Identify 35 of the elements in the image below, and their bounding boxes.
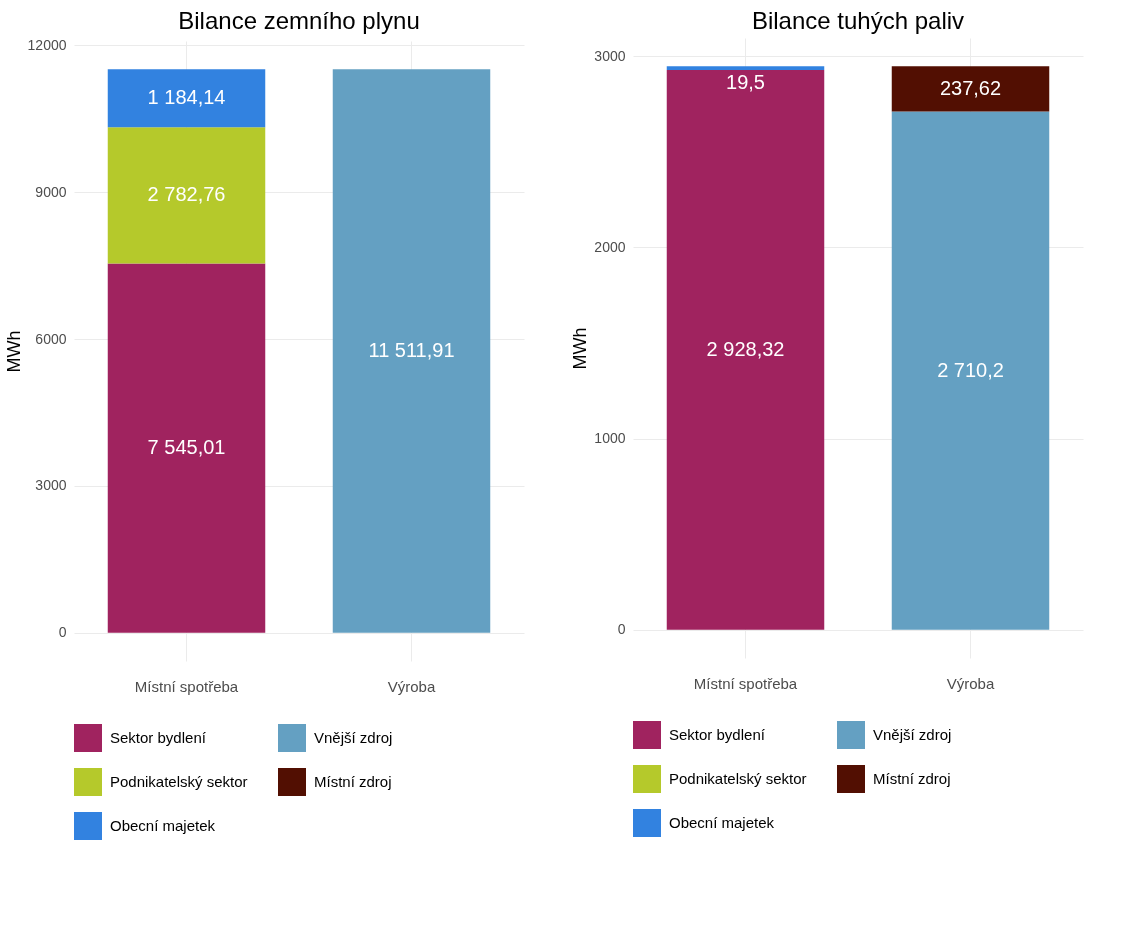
x-tick-label: Výroba <box>946 674 995 692</box>
y-tick-label: 3000 <box>35 477 67 494</box>
y-tick-label: 9000 <box>35 183 67 200</box>
y-tick-label: 0 <box>58 624 67 641</box>
data-label: 2 782,76 <box>147 183 226 206</box>
chart-title: Bilance tuhých paliv <box>751 7 965 34</box>
legend-label: Místní zdroj <box>314 773 392 790</box>
data-label: 2 928,32 <box>706 337 785 360</box>
legend-label: Podnikatelský sektor <box>110 773 248 790</box>
x-tick-label: Místní spotřeba <box>693 674 798 692</box>
y-axis-title: MWh <box>570 327 591 370</box>
y-tick-label: 6000 <box>35 330 67 347</box>
x-tick-label: Místní spotřeba <box>134 677 239 695</box>
y-tick-label: 2000 <box>594 238 626 255</box>
legend-label: Sektor bydlení <box>669 726 766 743</box>
chart-title: Bilance zemního plynu <box>178 7 420 35</box>
data-label: 11 511,91 <box>368 339 455 361</box>
data-label: 19,5 <box>726 70 765 93</box>
data-label: 2 710,2 <box>937 358 1004 381</box>
data-label: 237,62 <box>939 76 1002 99</box>
x-tick-label: Výroba <box>387 677 436 695</box>
legend-label: Sektor bydlení <box>110 729 207 746</box>
legend-label: Místní zdroj <box>873 770 951 787</box>
y-tick-label: 0 <box>617 621 626 638</box>
legend-label: Vnější zdroj <box>873 726 952 743</box>
legend-label: Podnikatelský sektor <box>669 770 807 787</box>
y-axis-title: MWh <box>3 330 24 373</box>
legend-label: Obecní majetek <box>669 814 775 831</box>
data-label: 7 545,01 <box>147 436 226 459</box>
legend-label: Obecní majetek <box>110 817 216 834</box>
y-tick-label: 1000 <box>594 430 626 447</box>
y-tick-label: 12000 <box>27 36 67 53</box>
data-label: 1 184,14 <box>147 86 226 109</box>
y-tick-label: 3000 <box>594 47 626 64</box>
legend-label: Vnější zdroj <box>314 729 393 746</box>
